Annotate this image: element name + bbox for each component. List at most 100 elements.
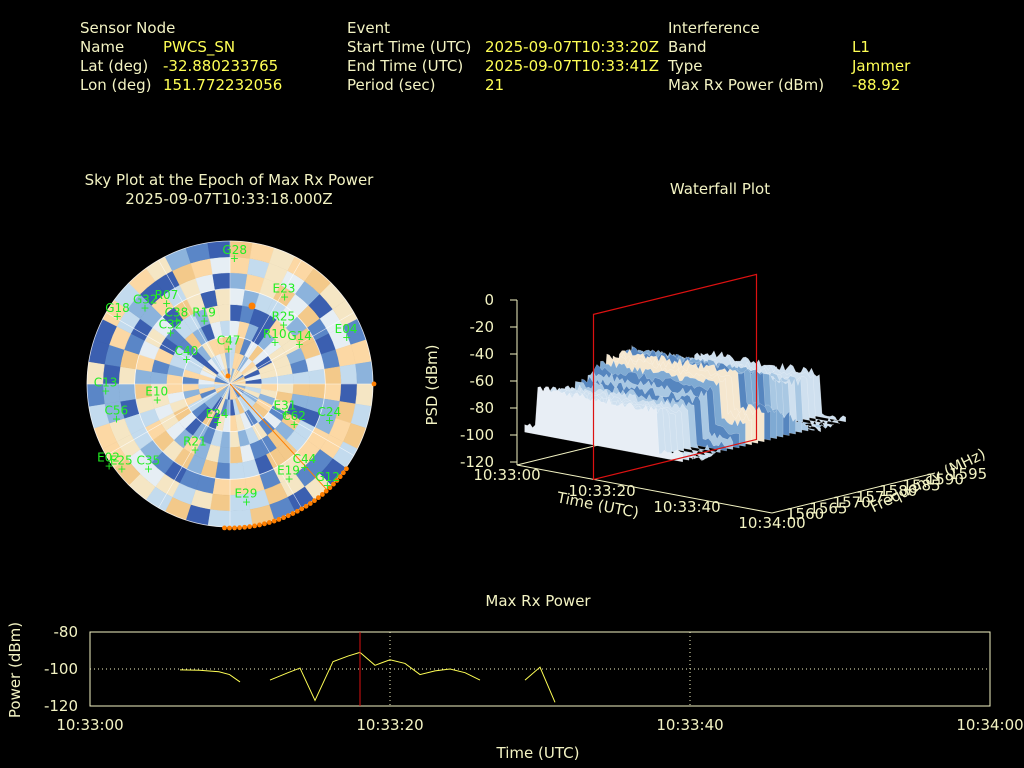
- sky-satellite-label: C38: [165, 305, 189, 319]
- sky-satellite-plus: +: [140, 301, 149, 314]
- sky-satellite-plus: +: [300, 461, 309, 474]
- sky-grid-spoke: [229, 260, 302, 385]
- waterfall-freq-tick-label: 1575: [856, 488, 894, 506]
- sky-satellite-label: C62: [282, 409, 306, 423]
- waterfall-freq-tick-label: 1580: [879, 482, 917, 500]
- sensor-lat-label: Lat (deg): [80, 57, 149, 75]
- sky-edge-marker: [290, 511, 296, 516]
- sky-edge-marker: [247, 524, 253, 530]
- sky-edge-marker: [316, 495, 321, 501]
- sky-direction-line: [229, 383, 327, 490]
- sky-edge-marker: [323, 488, 329, 494]
- sky-grid-spoke: [158, 260, 231, 385]
- sky-grid-spoke: [229, 383, 354, 456]
- interference-title: Interference: [668, 19, 760, 37]
- maxpower-y-tick-label: -100: [44, 660, 78, 678]
- sky-edge-marker: [266, 520, 272, 525]
- sky-satellite-plus: +: [172, 314, 181, 327]
- sky-satellite-label: C35: [137, 453, 161, 467]
- sky-satellite-label: R25: [272, 309, 296, 323]
- sky-edge-marker: [294, 508, 300, 514]
- interference-band-value: L1: [852, 38, 870, 56]
- waterfall-freq-axis: [771, 472, 936, 514]
- sky-edge-marker: [232, 525, 237, 531]
- sensor-name-label: Name: [80, 38, 125, 56]
- sky-satellite-label: G28: [222, 243, 247, 257]
- sky-edge-marker: [331, 481, 336, 487]
- waterfall-z-tick-label: -120: [460, 453, 494, 471]
- sky-edge-marker: [281, 515, 287, 521]
- sky-satellite-label: C47: [217, 333, 241, 347]
- maxpower-x-tick-label: 10:33:40: [656, 716, 723, 734]
- skyplot-subtitle: 2025-09-07T10:33:18.000Z: [125, 190, 333, 208]
- sky-satellite-label: R07: [155, 288, 179, 302]
- sky-satellite-label: C40: [175, 344, 199, 358]
- sky-satellite-label: C44: [293, 452, 317, 466]
- sky-edge-marker: [299, 506, 305, 512]
- sky-satellite-plus: +: [281, 408, 290, 421]
- sky-satellite-plus: +: [190, 444, 199, 457]
- maxpower-x-tick-label: 10:33:20: [356, 716, 423, 734]
- maxpower-x-tick-label: 10:34:00: [956, 716, 1023, 734]
- sky-satellite-plus: +: [153, 393, 162, 406]
- sky-satellite-plus: +: [200, 314, 209, 327]
- sky-center-marker: [225, 373, 231, 379]
- sky-edge-marker: [242, 524, 248, 530]
- sky-satellite-label: C56: [104, 404, 128, 418]
- waterfall-z-tick-label: -40: [470, 345, 495, 363]
- maxpower-trace: [359, 651, 481, 681]
- waterfall-time-tick-label: 10:33:40: [653, 498, 720, 516]
- sky-edge-marker: [222, 525, 227, 531]
- sky-satellite-label: C13: [94, 376, 118, 390]
- interference-maxpower-value: -88.92: [852, 76, 901, 94]
- sky-satellite-plus: +: [342, 331, 351, 344]
- sky-satellite-plus: +: [113, 310, 122, 323]
- interference-maxpower-label: Max Rx Power (dBm): [668, 76, 825, 94]
- sky-edge-marker: [344, 466, 349, 472]
- waterfall-title: Waterfall Plot: [669, 180, 771, 198]
- interference-band-label: Band: [668, 38, 707, 56]
- sensor-lat-value: -32.880233765: [163, 57, 279, 75]
- sky-satellite-plus: +: [144, 462, 153, 475]
- event-end-value: 2025-09-07T10:33:41Z: [485, 57, 659, 75]
- sky-satellite-plus: +: [295, 338, 304, 351]
- maxpower-y-label: Power (dBm): [6, 622, 24, 718]
- waterfall-freq-tick-label: 1585: [902, 476, 940, 494]
- maxpower-y-tick-label: -80: [54, 623, 79, 641]
- sky-satellite-label: E25: [110, 454, 133, 468]
- maxpower-title: Max Rx Power: [485, 592, 591, 610]
- sky-edge-marker: [371, 381, 377, 387]
- sky-edge-marker: [237, 525, 242, 531]
- event-title: Event: [347, 19, 390, 37]
- waterfall-cursor-plane: [592, 273, 758, 481]
- sky-satellite-plus: +: [242, 496, 251, 509]
- sky-edge-marker: [262, 521, 267, 527]
- sky-satellite-label: R19: [192, 305, 216, 319]
- sensor-name-value: PWCS_SN: [163, 38, 236, 56]
- sky-satellite-label: E02: [97, 451, 120, 465]
- waterfall-z-tick-label: -100: [460, 426, 494, 444]
- event-period-value: 21: [485, 76, 505, 94]
- waterfall-surface: [524, 344, 846, 463]
- sky-edge-marker: [257, 522, 262, 528]
- sky-edge-marker: [303, 503, 309, 509]
- sky-edge-marker: [337, 474, 343, 480]
- sky-satellite-label: E24: [206, 407, 229, 421]
- sky-satellite-plus: +: [166, 326, 175, 339]
- maxpower-x-tick-label: 10:33:00: [56, 716, 123, 734]
- maxpower-y-tick-label: -120: [44, 697, 78, 715]
- sky-edge-marker: [227, 525, 232, 531]
- sky-satellite-label: E31: [274, 399, 297, 413]
- sky-satellite-label: G12: [315, 470, 340, 484]
- sky-satellite-plus: +: [284, 473, 293, 486]
- waterfall-z-tick-label: -20: [470, 318, 495, 336]
- sky-satellite-label: E04: [335, 322, 358, 336]
- waterfall-z-tick-label: -60: [470, 372, 495, 390]
- sky-edge-marker: [276, 517, 282, 522]
- sky-edge-marker: [307, 501, 313, 506]
- sky-satellite-plus: +: [290, 418, 299, 431]
- maxpower-trace: [179, 669, 241, 683]
- sky-satellite-label: E23: [273, 282, 296, 296]
- sky-satellite-plus: +: [182, 353, 191, 366]
